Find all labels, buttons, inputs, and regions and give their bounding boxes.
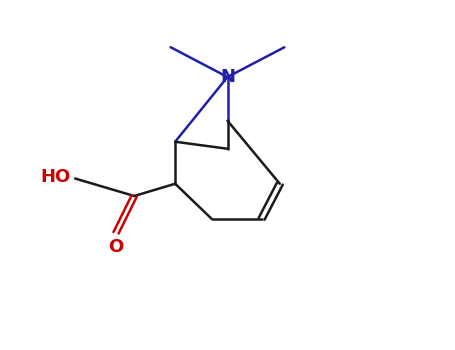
Text: O: O [108,238,124,256]
Text: HO: HO [40,168,71,186]
Text: N: N [220,68,235,86]
